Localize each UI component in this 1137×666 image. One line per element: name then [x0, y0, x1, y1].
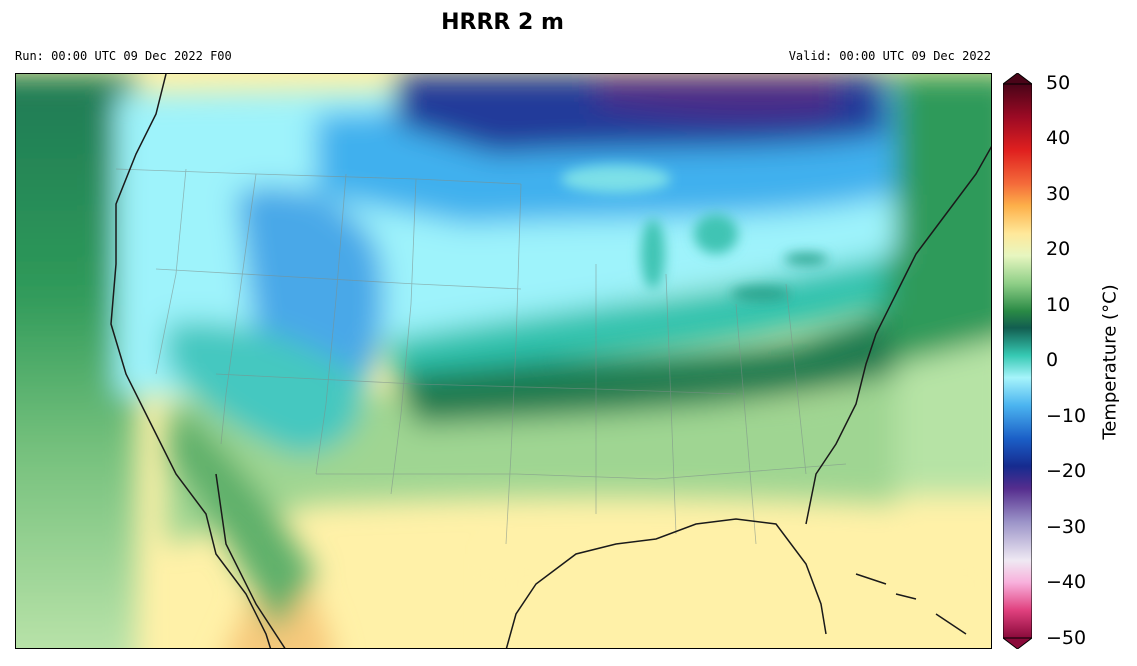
teal-band: [376, 244, 886, 374]
map-title: HRRR 2 m: [441, 10, 564, 35]
gulf-field: [496, 554, 991, 648]
colorbar-svg: [1001, 72, 1034, 650]
colorbar-tick-label: 40: [1046, 127, 1071, 149]
dark-green-band: [396, 314, 896, 424]
colorbar-top-extend: [1001, 72, 1034, 85]
border-mn-ia-ks-tx: [505, 183, 522, 545]
atlantic-north-field: [876, 74, 991, 434]
colorbar-tick-label: 20: [1046, 238, 1071, 260]
state-borders: [115, 168, 847, 545]
colorbar-tick-label: 30: [1046, 183, 1071, 205]
colorbar-tick-label: 10: [1046, 294, 1071, 316]
run-time-label: Run: 00:00 UTC 09 Dec 2022 F00: [15, 49, 232, 63]
border-or-id: [155, 168, 187, 375]
border-dakotas-co-nm: [390, 178, 417, 495]
border-in-al: [665, 273, 677, 535]
colorbar-tick-label: 50: [1046, 72, 1071, 94]
temperature-fields: [16, 74, 991, 648]
basin-teal-field: [166, 321, 363, 454]
colorbar-tick-label: −40: [1046, 571, 1087, 593]
purple-top-field: [596, 74, 836, 119]
colorbar-tick-label: −10: [1046, 405, 1087, 427]
border-pa-sc: [785, 283, 807, 475]
border-mid-1: [155, 268, 522, 290]
coastlines: [110, 74, 991, 648]
southwest-green-field: [166, 404, 316, 634]
lake-ontario: [784, 253, 828, 265]
border-wy-ut-az: [315, 173, 347, 475]
temperature-map-svg: [16, 74, 991, 648]
temperature-colorbar: [1001, 72, 1034, 650]
temperature-map: [15, 73, 992, 649]
atlantic-coastline: [805, 146, 991, 525]
colorbar-gradient: [1002, 83, 1033, 639]
gulf-coastline: [505, 518, 827, 648]
colorbar-tick-label: 0: [1046, 349, 1059, 371]
colorbar-tick-label: −30: [1046, 516, 1087, 538]
border-mid-2: [215, 373, 737, 395]
colorbar-bottom-extend: [1001, 637, 1034, 650]
lake-michigan: [641, 219, 665, 289]
border-mid-3: [316, 463, 847, 480]
lake-superior: [561, 165, 671, 193]
colorbar-label: Temperature (°C): [1099, 284, 1121, 440]
colorbar-tick-label: −50: [1046, 627, 1087, 649]
lake-erie: [731, 286, 791, 302]
valid-time-label: Valid: 00:00 UTC 09 Dec 2022: [788, 49, 991, 63]
border-id-mt-nv: [220, 173, 257, 445]
colorbar-tick-label: −20: [1046, 460, 1087, 482]
great-lakes: [561, 165, 828, 302]
caribbean-islands: [855, 573, 967, 635]
border-oh-ga: [735, 303, 757, 545]
lake-huron: [694, 214, 738, 254]
pacific-coastline: [110, 74, 272, 648]
baja-gulf-coast: [215, 473, 286, 648]
